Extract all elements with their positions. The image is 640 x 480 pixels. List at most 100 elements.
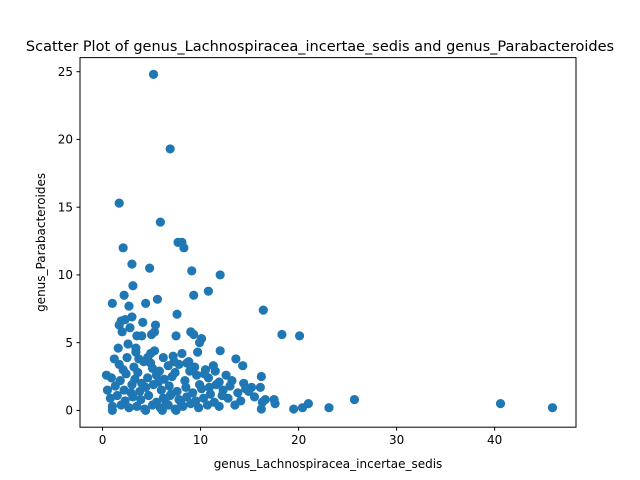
data-point xyxy=(180,375,190,386)
data-point xyxy=(126,388,136,398)
data-point xyxy=(194,338,205,348)
data-point xyxy=(118,243,128,253)
data-point xyxy=(102,385,113,395)
data-point xyxy=(203,286,214,296)
y-tick-label: 25 xyxy=(58,65,73,79)
y-tick-label: 0 xyxy=(65,404,73,418)
data-point xyxy=(186,399,196,409)
data-point xyxy=(107,405,117,415)
data-point xyxy=(113,343,123,353)
data-point xyxy=(192,370,202,380)
data-point xyxy=(120,315,130,325)
data-point xyxy=(297,403,308,413)
data-point xyxy=(161,399,171,409)
data-point xyxy=(217,390,227,401)
data-point xyxy=(125,323,135,333)
data-point xyxy=(145,348,156,359)
data-point xyxy=(258,305,268,315)
data-point xyxy=(181,382,191,392)
x-axis-ticks: 0 10 20 30 40 xyxy=(99,427,502,447)
data-point xyxy=(133,367,143,378)
y-axis-ticks: 0 5 10 15 20 25 xyxy=(58,65,80,418)
points-layer xyxy=(101,69,558,415)
data-point xyxy=(119,290,129,300)
data-point xyxy=(123,339,133,349)
data-point xyxy=(172,309,182,319)
data-point xyxy=(152,294,163,304)
x-axis-label: genus_Lachnospiracea_incertae_sedis xyxy=(214,457,443,471)
data-point xyxy=(143,373,153,383)
data-point xyxy=(215,346,225,356)
data-point xyxy=(233,388,243,398)
data-point xyxy=(157,405,167,415)
data-point xyxy=(189,290,199,300)
x-tick-label: 0 xyxy=(99,433,107,447)
y-tick-label: 15 xyxy=(58,200,73,214)
y-tick-label: 20 xyxy=(58,133,73,147)
data-point xyxy=(193,347,203,357)
data-point xyxy=(164,381,174,391)
data-point xyxy=(198,393,209,403)
data-point xyxy=(184,357,194,367)
x-tick-label: 10 xyxy=(193,433,208,447)
data-point xyxy=(324,403,334,413)
data-point xyxy=(117,327,127,337)
data-point xyxy=(269,394,279,405)
data-point xyxy=(214,401,224,411)
data-point xyxy=(124,403,134,413)
data-point xyxy=(289,404,299,414)
data-point xyxy=(127,259,137,269)
data-point xyxy=(231,354,241,364)
data-point xyxy=(215,270,225,280)
data-point xyxy=(194,380,205,390)
data-point xyxy=(495,399,506,409)
data-point xyxy=(107,298,117,308)
data-point xyxy=(156,385,166,395)
data-point xyxy=(171,331,181,341)
data-point xyxy=(138,317,148,327)
plot-frame xyxy=(79,57,577,428)
data-point xyxy=(147,400,158,410)
data-point xyxy=(179,243,189,253)
data-point xyxy=(165,390,175,401)
data-point xyxy=(116,400,126,410)
data-point xyxy=(202,400,213,410)
y-axis-label: genus_Parabacteroides xyxy=(34,173,48,312)
data-point xyxy=(294,331,305,341)
data-point xyxy=(189,329,199,340)
data-point xyxy=(155,217,165,227)
data-point xyxy=(124,301,134,311)
data-point xyxy=(145,263,155,273)
data-point xyxy=(225,381,235,391)
data-point xyxy=(137,331,147,341)
y-tick-label: 5 xyxy=(65,336,73,350)
data-point xyxy=(349,394,360,405)
data-point xyxy=(249,392,260,402)
data-point xyxy=(194,403,204,413)
data-point xyxy=(204,382,214,392)
data-point xyxy=(149,327,160,337)
data-point xyxy=(132,401,142,411)
data-point xyxy=(122,352,132,363)
data-point xyxy=(171,405,181,415)
data-point xyxy=(176,397,186,407)
data-point xyxy=(547,403,558,413)
data-point xyxy=(187,266,197,276)
data-point xyxy=(150,320,161,330)
data-point xyxy=(128,281,138,291)
data-point xyxy=(238,361,248,371)
data-point xyxy=(141,298,151,308)
data-point xyxy=(199,369,210,379)
data-point xyxy=(114,198,124,208)
data-point xyxy=(131,347,141,357)
data-point xyxy=(137,378,147,388)
data-point xyxy=(256,371,266,382)
data-point xyxy=(153,377,164,387)
data-point xyxy=(145,358,156,368)
data-point xyxy=(244,386,254,397)
data-point xyxy=(230,400,240,410)
data-point xyxy=(177,348,187,359)
data-point xyxy=(154,366,164,376)
data-point xyxy=(141,405,151,415)
data-point xyxy=(221,370,231,380)
